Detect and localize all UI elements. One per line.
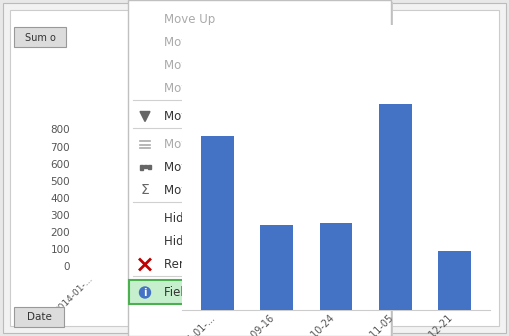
Bar: [145, 165, 148, 168]
Text: Sum o: Sum o: [24, 33, 55, 43]
FancyBboxPatch shape: [130, 2, 393, 336]
Text: 300: 300: [50, 211, 70, 221]
Text: Move to Values: Move to Values: [164, 184, 253, 197]
Bar: [379, 104, 411, 310]
Bar: [320, 223, 352, 310]
FancyBboxPatch shape: [3, 3, 173, 333]
Text: Remove Field: Remove Field: [164, 258, 243, 271]
Bar: [148, 165, 151, 168]
FancyBboxPatch shape: [128, 0, 391, 336]
Text: i: i: [143, 288, 147, 298]
Text: 800: 800: [50, 125, 70, 135]
Bar: [438, 251, 471, 310]
Text: Move Down: Move Down: [164, 36, 233, 49]
Text: 700: 700: [50, 143, 70, 153]
Bar: [261, 224, 293, 310]
Text: 200: 200: [50, 228, 70, 238]
FancyBboxPatch shape: [178, 10, 499, 326]
Text: Hide Axis Field Buttons on Chart: Hide Axis Field Buttons on Chart: [164, 212, 355, 225]
Polygon shape: [140, 112, 150, 122]
Text: Move to Axis Fields (Categories): Move to Axis Fields (Categories): [164, 138, 353, 151]
Circle shape: [139, 287, 151, 298]
Bar: [201, 136, 234, 310]
Text: Hide All Field Buttons on Chart: Hide All Field Buttons on Chart: [164, 235, 345, 248]
Text: Date: Date: [26, 312, 51, 322]
Text: 0: 0: [64, 262, 70, 272]
FancyBboxPatch shape: [14, 27, 66, 47]
Text: 500: 500: [50, 177, 70, 187]
Bar: [140, 165, 144, 169]
Text: Move to Report Filter: Move to Report Filter: [164, 110, 288, 123]
Text: 400: 400: [50, 194, 70, 204]
Text: Move to Beginning: Move to Beginning: [164, 59, 274, 72]
FancyBboxPatch shape: [10, 10, 162, 326]
FancyBboxPatch shape: [170, 3, 506, 333]
FancyBboxPatch shape: [14, 307, 64, 327]
FancyArrow shape: [393, 281, 466, 300]
Text: Move to Legend Fields (Series): Move to Legend Fields (Series): [164, 161, 345, 174]
FancyBboxPatch shape: [129, 280, 390, 304]
Text: Field Settings...: Field Settings...: [164, 286, 255, 299]
Text: 100: 100: [50, 245, 70, 255]
Text: 600: 600: [50, 160, 70, 170]
Text: 2014-01-...: 2014-01-...: [54, 275, 95, 316]
Text: Move Up: Move Up: [164, 13, 215, 26]
Text: Σ: Σ: [140, 183, 149, 198]
Text: Move to End: Move to End: [164, 82, 237, 95]
